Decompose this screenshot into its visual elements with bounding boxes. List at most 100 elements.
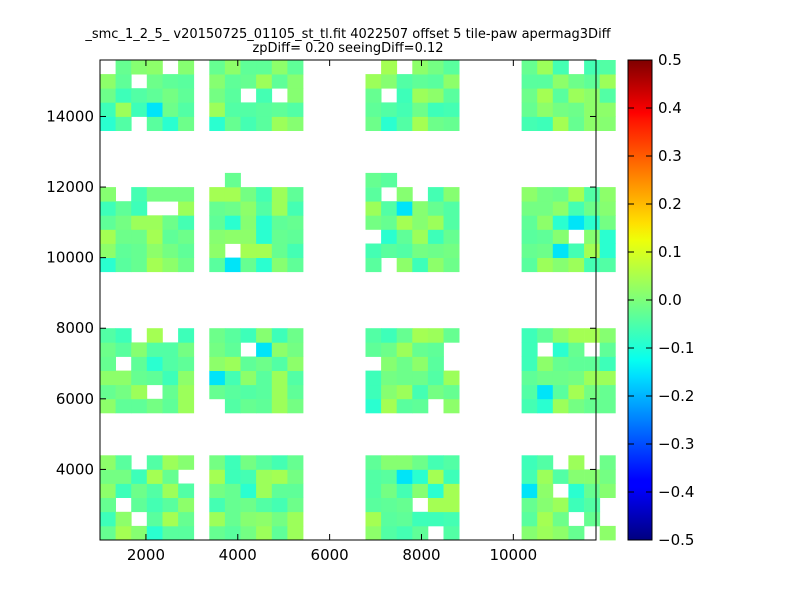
heatmap-cell [240, 483, 257, 498]
heatmap-cell [100, 201, 116, 216]
heatmap-cell [271, 116, 288, 131]
y-tick-label: 4000 [56, 460, 94, 478]
heatmap-cell [521, 229, 538, 244]
heatmap-cell [443, 243, 460, 258]
heatmap-cell [256, 88, 273, 103]
heatmap-cell [537, 102, 554, 117]
heatmap-cell [443, 370, 460, 386]
heatmap-cell [443, 511, 460, 527]
y-tick-label: 10000 [46, 249, 94, 267]
heatmap-cell [178, 455, 195, 470]
heatmap-cell [240, 398, 257, 414]
heatmap-cell [599, 370, 616, 386]
heatmap-cell [381, 74, 398, 89]
heatmap-cell [178, 116, 195, 131]
heatmap-cell [443, 525, 460, 541]
heatmap-cell [396, 370, 413, 386]
heatmap-cell [599, 469, 616, 484]
heatmap-cell [256, 201, 273, 216]
heatmap-cell [240, 60, 257, 75]
heatmap-cell [381, 328, 398, 343]
heatmap-cell [521, 483, 538, 498]
heatmap-cell [427, 384, 444, 400]
heatmap-cell [427, 215, 444, 230]
heatmap-cell [224, 60, 241, 75]
heatmap-cell [178, 187, 195, 202]
heatmap-cell [256, 511, 273, 527]
heatmap-cell [209, 342, 226, 357]
heatmap-cell [552, 398, 569, 414]
heatmap-cell [162, 483, 179, 498]
heatmap-cell [381, 215, 398, 230]
heatmap-cell [365, 384, 382, 400]
heatmap-cell [100, 215, 116, 230]
heatmap-cell [537, 384, 554, 400]
heatmap-cell [443, 187, 460, 202]
heatmap-cell [209, 328, 226, 343]
axis-ticks: 2000 4000 6000 8000 10000 4000 6000 8000 10000 12… [46, 60, 596, 564]
heatmap-cell [115, 525, 132, 541]
heatmap-cell [521, 525, 538, 541]
heatmap-cell [146, 187, 163, 202]
heatmap-cell [240, 384, 257, 400]
heatmap-cell [381, 483, 398, 498]
heatmap-cell [552, 243, 569, 258]
y-tick-label: 6000 [56, 390, 94, 408]
heatmap-cell [100, 469, 116, 484]
heatmap-cell [240, 74, 257, 89]
heatmap-cell [162, 525, 179, 541]
heatmap-cell [256, 187, 273, 202]
heatmap-cell [584, 511, 601, 527]
heatmap-cell [365, 215, 382, 230]
colorbar-tick-label: −0.3 [658, 435, 694, 453]
plot-frame [99, 59, 597, 541]
heatmap-cell [552, 229, 569, 244]
heatmap-cell [599, 525, 616, 541]
heatmap-cell [537, 201, 554, 216]
heatmap-cell [224, 511, 241, 527]
heatmap-cell [365, 172, 382, 188]
heatmap-cell [224, 483, 241, 498]
heatmap-cell [224, 201, 241, 216]
chart-title: _smc_1_2_5_ v20150725_01105_st_tl.fit 40… [84, 27, 611, 42]
heatmap-cell [552, 497, 569, 513]
heatmap-cell [209, 201, 226, 216]
heatmap-cell [365, 257, 382, 273]
heatmap-cell [412, 60, 429, 75]
heatmap-cell [427, 60, 444, 75]
heatmap-cell [131, 257, 148, 273]
heatmap-cell [209, 116, 226, 131]
heatmap-cell [443, 455, 460, 470]
heatmap-cell [584, 187, 601, 202]
heatmap-cell [115, 328, 132, 343]
x-tick-label: 10000 [489, 546, 537, 564]
heatmap-cell [162, 215, 179, 230]
heatmap-cell [568, 201, 585, 216]
heatmap-cell [115, 88, 132, 103]
heatmap-cell [521, 60, 538, 75]
heatmap-cell [178, 102, 195, 117]
heatmap-cell [271, 370, 288, 386]
heatmap-cell [599, 215, 616, 230]
heatmap-cell [209, 525, 226, 541]
heatmap-cell [256, 370, 273, 386]
heatmap-cell [240, 116, 257, 131]
heatmap-cell [584, 370, 601, 386]
heatmap-cell [224, 398, 241, 414]
heatmap-cell [443, 497, 460, 513]
heatmap-cell [271, 384, 288, 400]
heatmap-cell [412, 102, 429, 117]
heatmap-cell [209, 88, 226, 103]
heatmap-cell [209, 455, 226, 470]
heatmap-cell [162, 102, 179, 117]
heatmap-cell [365, 328, 382, 343]
heatmap-cell [537, 483, 554, 498]
heatmap-cell [240, 201, 257, 216]
heatmap-cell [521, 398, 538, 414]
heatmap-cell [224, 215, 241, 230]
heatmap-cell [599, 229, 616, 244]
heatmap-cell [427, 74, 444, 89]
heatmap-cell [396, 257, 413, 273]
heatmap-cell [365, 398, 382, 414]
heatmap-cell [568, 455, 585, 470]
